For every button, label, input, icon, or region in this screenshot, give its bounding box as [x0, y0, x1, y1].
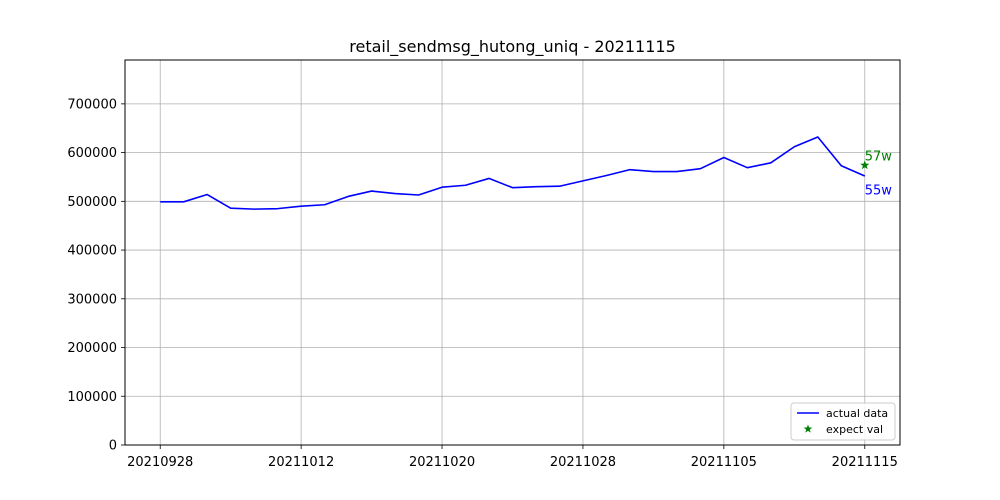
- y-tick-label: 600000: [67, 146, 117, 161]
- expect-val-star: [860, 160, 870, 170]
- annotations: 57w 55w: [865, 149, 893, 198]
- x-tick-label: 20211012: [268, 455, 334, 470]
- x-tick-label: 20210928: [127, 455, 193, 470]
- plot-frame: [124, 59, 901, 446]
- legend-star-swatch: [803, 424, 813, 433]
- axis-ticks: 20210928 20211012 20211020 20211028 20211105…: [67, 97, 897, 470]
- x-tick-label: 20211020: [409, 455, 475, 470]
- y-tick-label: 100000: [67, 390, 117, 405]
- legend-label-expect: expect val: [826, 423, 883, 436]
- annotation-label: 57w: [865, 149, 893, 164]
- legend-label-actual: actual data: [826, 407, 888, 420]
- y-tick-label: 400000: [67, 244, 117, 259]
- y-tick-label: 0: [109, 439, 117, 454]
- actual-data-line: [160, 136, 866, 210]
- series-layer: [160, 136, 870, 210]
- y-tick-label: 500000: [67, 195, 117, 210]
- x-tick-label: 20211105: [691, 455, 757, 470]
- chart-title: retail_sendmsg_hutong_uniq - 20211115: [349, 37, 676, 57]
- y-tick-label: 300000: [67, 292, 117, 307]
- annotation-label: 55w: [865, 184, 893, 199]
- legend: actual data expect val: [790, 402, 896, 441]
- x-tick-label: 20211028: [550, 455, 616, 470]
- x-tick-label: 20211115: [832, 455, 898, 470]
- y-tick-label: 200000: [67, 341, 117, 356]
- y-tick-label: 700000: [67, 97, 117, 112]
